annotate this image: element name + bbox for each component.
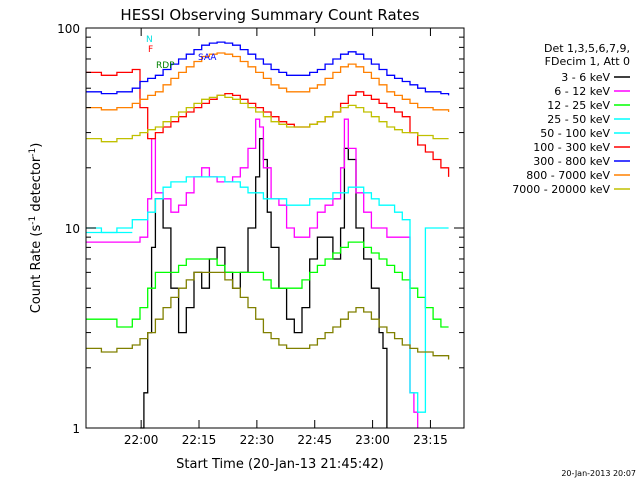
series-line-9 xyxy=(86,271,450,360)
series-line-1 xyxy=(86,118,419,428)
chart-title: HESSI Observing Summary Count Rates xyxy=(120,6,419,24)
x-tick-label-0: 22:00 xyxy=(124,433,159,447)
legend: Det 1,3,5,6,7,9,FDecim 1, Att 0 3 - 6 keV… xyxy=(512,42,630,196)
series-line-3 xyxy=(86,176,449,413)
legend-entry-0: 3 - 6 keV xyxy=(561,71,610,84)
legend-header-0: Det 1,3,5,6,7,9, xyxy=(544,42,630,55)
x-tick-label-3: 22:45 xyxy=(297,433,332,447)
flag-labels: NF SAA RDP xyxy=(146,35,217,71)
series-line-7 xyxy=(86,52,450,112)
series-line-8 xyxy=(86,94,449,143)
y-tick-label-1: 10 xyxy=(65,222,80,236)
legend-header-1: FDecim 1, Att 0 xyxy=(545,55,630,68)
y-axis-label: Count Rate (s-1 detector-1) xyxy=(28,143,44,314)
flag-label-0: N xyxy=(146,35,153,45)
plot-area xyxy=(86,41,450,429)
legend-entry-1: 6 - 12 keV xyxy=(554,85,610,98)
legend-entry-5: 100 - 300 keV xyxy=(533,141,610,154)
legend-entry-7: 800 - 7000 keV xyxy=(526,169,610,182)
x-axis-label: Start Time (20-Jan-13 21:45:42) xyxy=(176,457,384,472)
x-tick-label-1: 22:15 xyxy=(182,433,217,447)
legend-entry-6: 300 - 800 keV xyxy=(533,155,610,168)
plot-frame xyxy=(85,27,465,429)
x-tick-label-5: 23:15 xyxy=(413,433,448,447)
y-tick-label-2: 100 xyxy=(57,22,80,36)
series-line-6 xyxy=(86,41,450,96)
timestamp: 20-Jan-2013 20:07 xyxy=(561,469,636,478)
flag-label-3: RDP xyxy=(156,61,175,71)
flag-label-2: SAA xyxy=(198,53,217,63)
flag-label-1: F xyxy=(148,45,153,55)
legend-entry-8: 7000 - 20000 keV xyxy=(512,183,610,196)
series-line-5 xyxy=(86,68,450,177)
x-axis: 22:00 22:15 22:30 22:45 23:00 23:15 xyxy=(124,28,448,447)
x-tick-label-4: 23:00 xyxy=(355,433,390,447)
y-axis: 1 10 100 xyxy=(57,22,464,436)
y-tick-label-0: 1 xyxy=(72,422,80,436)
series-line-2 xyxy=(86,241,449,328)
legend-entry-3: 25 - 50 keV xyxy=(547,113,610,126)
legend-entry-4: 50 - 100 keV xyxy=(540,127,610,140)
legend-entry-2: 12 - 25 keV xyxy=(547,99,610,112)
x-tick-label-2: 22:30 xyxy=(240,433,275,447)
